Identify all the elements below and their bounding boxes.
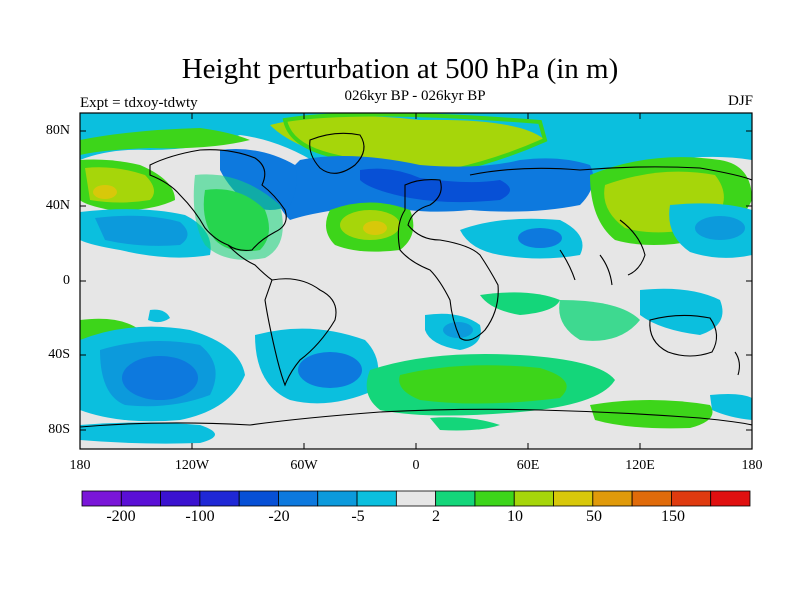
lon-tick-120e: 120E (625, 458, 655, 473)
colorbar-swatch (356, 490, 397, 507)
season-label: DJF (727, 93, 753, 109)
indopacific-cyan (640, 288, 723, 335)
colorbar-swatch (120, 490, 161, 507)
colorbar-label-50: 50 (586, 508, 602, 525)
colorbar-swatch (435, 490, 476, 507)
coast-asia (469, 166, 752, 286)
ne-pacific-max (93, 185, 117, 199)
south-indian-cyan (559, 300, 640, 341)
southern-ocean-green-core (399, 365, 567, 404)
colorbar-label-neg200: -200 (106, 508, 136, 525)
sw-pacific-cyan (710, 394, 752, 420)
southern-indian-core (443, 322, 473, 338)
colorbar-label-2: 2 (432, 508, 440, 525)
lon-tick-60e: 60E (516, 458, 540, 473)
south-indian-green-patch (480, 292, 560, 315)
colorbar-swatch (395, 490, 437, 507)
pacific-arctic-green (80, 128, 250, 155)
lat-tick-0: 0 (63, 273, 70, 288)
colorbar-swatch (278, 490, 319, 507)
lon-tick-180e: 180 (741, 458, 763, 473)
coast-europe-africa (397, 179, 499, 341)
lat-tick-40s: 40S (48, 347, 70, 362)
plot-subtitle: 026kyr BP - 026kyr BP (344, 88, 486, 104)
coast-antarctica (80, 408, 752, 428)
colorbar-swatch (631, 490, 672, 507)
antarctic-cyan (80, 422, 215, 444)
contour-field (80, 113, 752, 449)
colorbar-swatch (553, 490, 594, 507)
colorbar-swatch (317, 490, 358, 507)
greenland-positive-edge (282, 113, 548, 173)
colorbar-swatch (199, 490, 240, 507)
lon-tick-0: 0 (412, 458, 420, 473)
lon-tick-60w: 60W (290, 458, 318, 473)
colorbar-label-150: 150 (661, 508, 685, 525)
npac-negative-core (95, 215, 188, 246)
lat-tick-80s: 80S (48, 422, 70, 437)
lon-tick-180w: 180 (69, 458, 91, 473)
axis-ticks (80, 113, 752, 449)
mideast-negative-core (518, 228, 562, 248)
colorbar-swatch (710, 490, 751, 507)
colorbar-swatch (238, 490, 279, 507)
lat-tick-40n: 40N (45, 198, 70, 213)
plot-title: Height perturbation at 500 hPa (in m) (181, 53, 619, 85)
colorbar-swatch (81, 490, 122, 507)
experiment-label: Expt = tdxoy-tdwty (80, 95, 198, 111)
coast-greenland (309, 132, 365, 174)
colorbar-label-neg100: -100 (185, 508, 215, 525)
antarctic-green-sector (430, 417, 500, 431)
colorbar-swatch (160, 490, 201, 507)
colorbar-swatch (474, 490, 515, 507)
colorbar-label-neg20: -20 (268, 508, 290, 525)
south-atlantic-core (298, 352, 362, 388)
nw-pacific-core (695, 216, 745, 240)
natl-positive-max (363, 221, 387, 235)
coast-australia (649, 314, 718, 357)
coast-new-zealand (734, 351, 741, 376)
lat-tick-80n: 80N (45, 123, 70, 138)
colorbar-label-neg5: -5 (351, 508, 365, 525)
atlantic-cyan-patch (148, 309, 170, 323)
colorbar-label-10: 10 (507, 508, 523, 525)
coast-north-america (149, 149, 287, 251)
eurasia-negative-core (360, 168, 510, 203)
south-pacific-core (122, 356, 198, 400)
coast-south-america (264, 278, 337, 387)
lon-tick-120w: 120W (174, 458, 210, 473)
coast-central-america (227, 244, 273, 281)
colorbar-swatch (671, 490, 712, 507)
colorbar-swatch (513, 490, 554, 507)
colorbar (81, 490, 751, 507)
colorbar-swatch (592, 490, 633, 507)
coastlines (80, 132, 752, 428)
